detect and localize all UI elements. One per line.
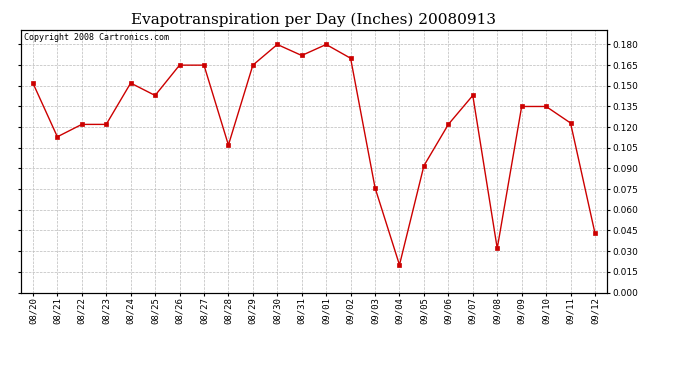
Title: Evapotranspiration per Day (Inches) 20080913: Evapotranspiration per Day (Inches) 2008… [132, 13, 496, 27]
Text: Copyright 2008 Cartronics.com: Copyright 2008 Cartronics.com [23, 33, 168, 42]
